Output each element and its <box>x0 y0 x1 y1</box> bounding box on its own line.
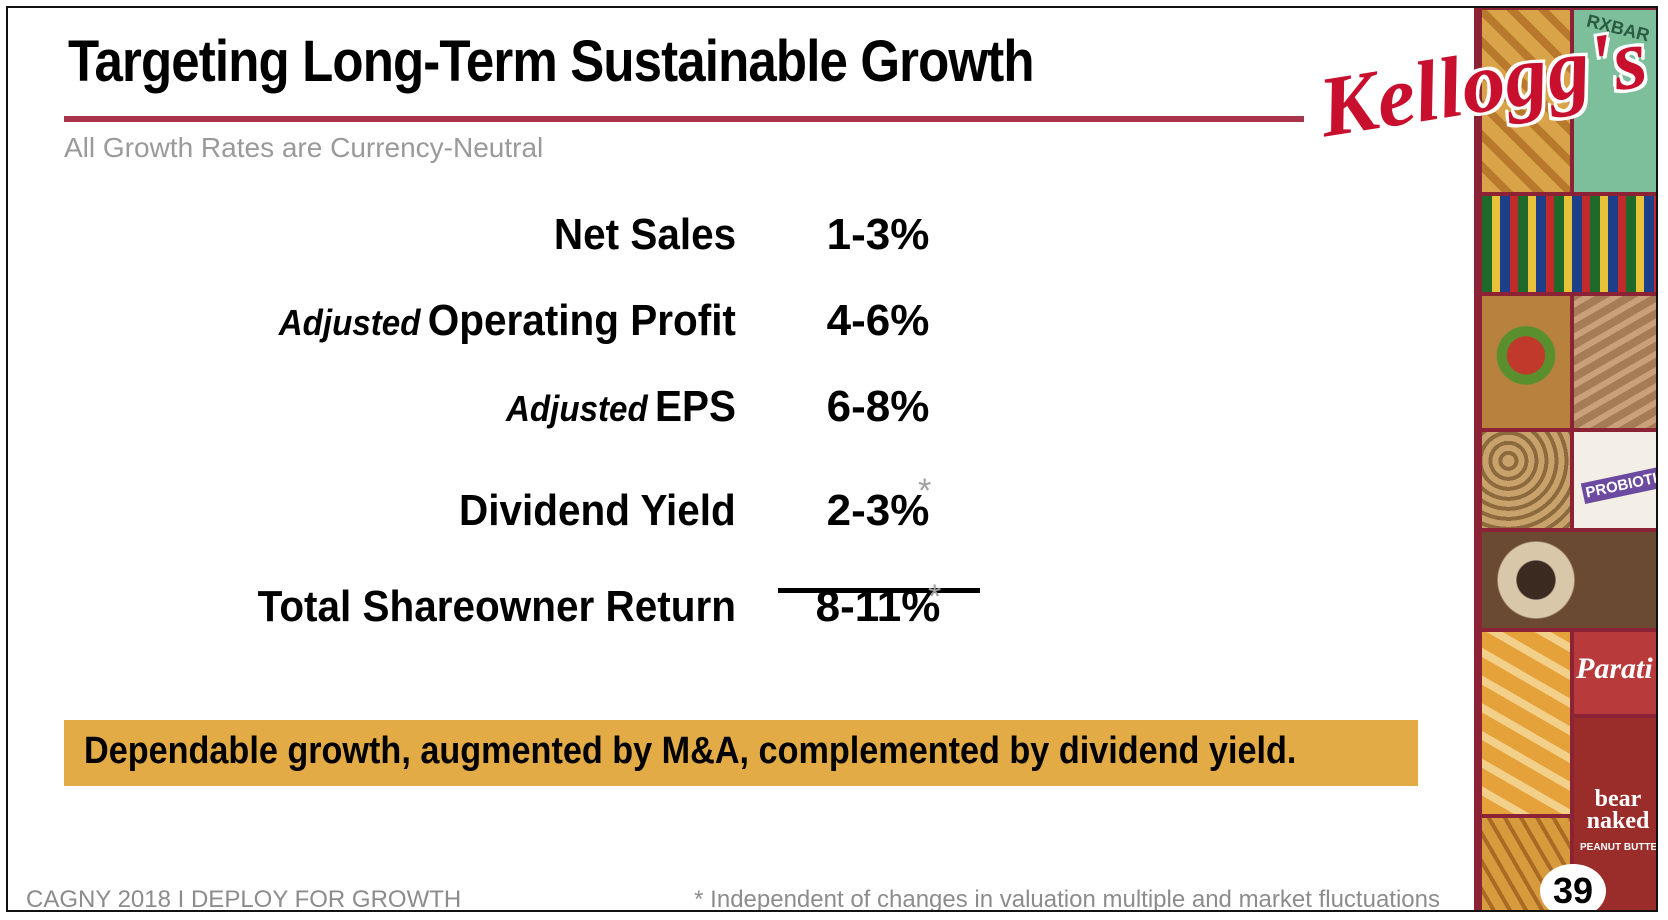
dividend-asterisk: * <box>918 472 932 510</box>
footnote: * Independent of changes in valuation mu… <box>694 886 1440 912</box>
page-number: 39 <box>1540 864 1606 910</box>
takeaway-text: Dependable growth, augmented by M&A, com… <box>84 730 1297 772</box>
probiotic-image: PROBIOTIC <box>1574 432 1656 528</box>
tsr-asterisk: * <box>928 578 942 616</box>
metric-value-total-shareowner-return: 8-11% <box>815 582 941 631</box>
metric-value-operating-profit: 4-6% <box>826 296 930 345</box>
bear-naked-image: bear naked PEANUT BUTTER <box>1574 718 1658 910</box>
snack-mix-image <box>1482 632 1570 814</box>
veggie-burger-image <box>1482 296 1570 428</box>
waffle-image <box>1482 10 1570 192</box>
metric-value-eps: 6-8% <box>826 382 930 431</box>
bear-naked-label: bear naked <box>1586 786 1650 834</box>
metric-value-net-sales: 1-3% <box>826 210 930 259</box>
cereal-image <box>1574 296 1656 428</box>
metric-label-total-shareowner-return: Total Shareowner Return <box>258 582 736 632</box>
slide-subtitle: All Growth Rates are Currency-Neutral <box>64 132 544 163</box>
metric-name: Net Sales <box>553 210 736 259</box>
parati-image: Parati <box>1574 632 1656 714</box>
peanut-butter-label: PEANUT BUTTER <box>1580 842 1658 853</box>
metric-qualifier: Adjusted <box>278 302 421 343</box>
pringles-image <box>1482 196 1656 292</box>
footer-event: CAGNY 2018 I DEPLOY FOR GROWTH <box>26 886 462 912</box>
metric-qualifier: Adjusted <box>505 388 648 429</box>
metric-label-net-sales: Net Sales <box>554 210 736 260</box>
takeaway-banner: Dependable growth, augmented by M&A, com… <box>64 720 1418 786</box>
metric-value-dividend-yield: 2-3% <box>826 486 930 535</box>
metric-name: Operating Profit <box>427 296 736 345</box>
metric-label-dividend-yield: Dividend Yield <box>459 486 736 536</box>
granola-image <box>1482 432 1570 528</box>
metric-name: Dividend Yield <box>459 486 736 535</box>
sum-underline <box>778 588 980 593</box>
title-divider <box>64 116 1304 122</box>
rxbar-image: RXBAR <box>1574 10 1656 192</box>
metric-name: Total Shareowner Return <box>257 582 736 631</box>
metric-name: EPS <box>654 382 736 431</box>
probiotic-label: PROBIOTIC <box>1580 464 1656 505</box>
trail-mix-image <box>1482 532 1656 628</box>
metric-label-eps: Adjusted EPS <box>506 382 736 432</box>
metric-label-operating-profit: Adjusted Operating Profit <box>279 296 736 346</box>
product-collage: RXBAR PROBIOTIC Parati bear naked PEANUT… <box>1474 8 1658 910</box>
parati-label: Parati <box>1576 652 1653 685</box>
slide: Targeting Long-Term Sustainable Growth A… <box>6 6 1658 912</box>
slide-title: Targeting Long-Term Sustainable Growth <box>68 29 1035 94</box>
